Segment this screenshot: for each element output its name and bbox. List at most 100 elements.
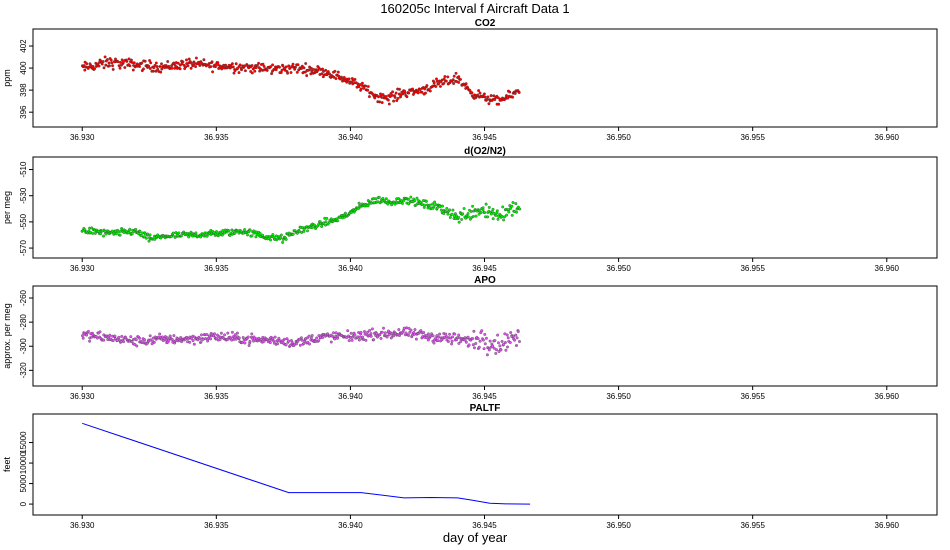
data-point bbox=[347, 77, 351, 81]
data-point bbox=[492, 94, 496, 98]
data-point bbox=[111, 64, 115, 68]
data-point bbox=[198, 337, 202, 341]
data-point bbox=[471, 343, 475, 347]
data-point bbox=[498, 344, 502, 348]
data-point bbox=[442, 77, 446, 81]
data-point bbox=[250, 71, 254, 75]
data-point bbox=[309, 66, 313, 70]
data-point bbox=[466, 212, 470, 215]
data-point bbox=[381, 93, 385, 97]
panel-1: d(O2/N2) per meg -570 -550 -530 -510 36.930 36.… bbox=[2, 146, 938, 273]
x-tick-label: 36.960 bbox=[875, 133, 900, 142]
data-point bbox=[372, 338, 376, 342]
data-point bbox=[432, 341, 436, 345]
data-point bbox=[232, 71, 236, 75]
figure-title: 160205c Interval f Aircraft Data 1 bbox=[380, 1, 570, 16]
data-point bbox=[120, 334, 124, 338]
x-tick-label: 36.945 bbox=[472, 392, 497, 401]
data-point bbox=[420, 202, 424, 206]
data-point bbox=[279, 236, 283, 240]
data-point bbox=[144, 236, 148, 240]
data-point bbox=[296, 63, 300, 67]
data-point bbox=[378, 333, 382, 337]
data-point bbox=[457, 215, 461, 219]
data-point bbox=[199, 235, 203, 239]
data-point bbox=[425, 84, 429, 87]
data-point bbox=[133, 343, 137, 346]
data-point bbox=[438, 332, 442, 336]
data-point bbox=[478, 339, 482, 343]
x-tick-label: 36.935 bbox=[204, 521, 229, 530]
y-tick-label: -260 bbox=[19, 289, 28, 306]
data-point bbox=[243, 69, 247, 73]
data-point bbox=[463, 338, 467, 342]
data-point bbox=[243, 341, 247, 345]
data-point bbox=[294, 65, 297, 69]
data-point bbox=[231, 229, 235, 233]
data-point bbox=[93, 67, 97, 71]
data-point bbox=[194, 231, 198, 235]
data-point bbox=[513, 338, 517, 342]
data-point bbox=[102, 338, 106, 342]
data-point bbox=[456, 336, 460, 339]
data-point bbox=[442, 81, 446, 85]
data-point bbox=[281, 64, 285, 68]
data-point bbox=[328, 72, 331, 76]
data-point bbox=[273, 335, 277, 339]
data-point bbox=[497, 350, 501, 353]
data-point bbox=[450, 212, 454, 216]
data-point bbox=[457, 75, 461, 79]
data-point bbox=[336, 219, 340, 223]
data-point bbox=[125, 59, 129, 63]
panel-title: PALTF bbox=[470, 403, 501, 414]
data-point bbox=[114, 232, 118, 236]
data-point bbox=[471, 337, 475, 340]
data-point bbox=[248, 228, 252, 232]
data-point bbox=[332, 331, 335, 335]
panel-title: CO2 bbox=[475, 18, 496, 29]
data-point bbox=[271, 63, 275, 67]
data-point bbox=[215, 230, 218, 234]
data-point bbox=[334, 331, 338, 335]
data-point bbox=[432, 205, 436, 209]
data-point bbox=[213, 332, 217, 336]
data-point bbox=[167, 338, 171, 342]
data-point bbox=[357, 338, 361, 342]
data-point bbox=[428, 89, 432, 93]
data-point bbox=[290, 341, 294, 344]
data-point bbox=[451, 335, 455, 339]
y-tick-label: -550 bbox=[19, 213, 28, 230]
y-tick-label: 402 bbox=[19, 39, 28, 53]
data-point bbox=[395, 99, 399, 103]
data-point bbox=[252, 339, 255, 343]
data-point bbox=[373, 96, 377, 100]
data-point bbox=[505, 333, 509, 337]
data-point bbox=[380, 101, 384, 105]
data-point bbox=[322, 221, 325, 225]
data-point bbox=[187, 235, 191, 239]
data-point bbox=[434, 336, 438, 340]
data-point bbox=[108, 64, 111, 68]
data-point bbox=[413, 328, 417, 332]
data-point bbox=[476, 337, 480, 341]
data-point bbox=[491, 344, 495, 348]
data-point bbox=[382, 326, 385, 330]
data-point bbox=[111, 67, 115, 71]
data-point bbox=[287, 64, 291, 68]
y-axis-label: feet bbox=[2, 456, 12, 472]
y-axis-label: per meg bbox=[2, 191, 12, 224]
data-point bbox=[119, 63, 123, 67]
data-point bbox=[397, 328, 401, 332]
data-point bbox=[386, 202, 390, 206]
data-point bbox=[104, 63, 108, 67]
data-point bbox=[250, 64, 254, 67]
data-point bbox=[286, 71, 290, 75]
data-point bbox=[83, 68, 87, 72]
data-point bbox=[363, 330, 366, 333]
y-tick-label: -280 bbox=[19, 314, 28, 331]
data-point bbox=[391, 90, 395, 94]
data-point bbox=[398, 87, 401, 91]
data-point bbox=[201, 337, 205, 341]
data-point bbox=[111, 339, 115, 343]
